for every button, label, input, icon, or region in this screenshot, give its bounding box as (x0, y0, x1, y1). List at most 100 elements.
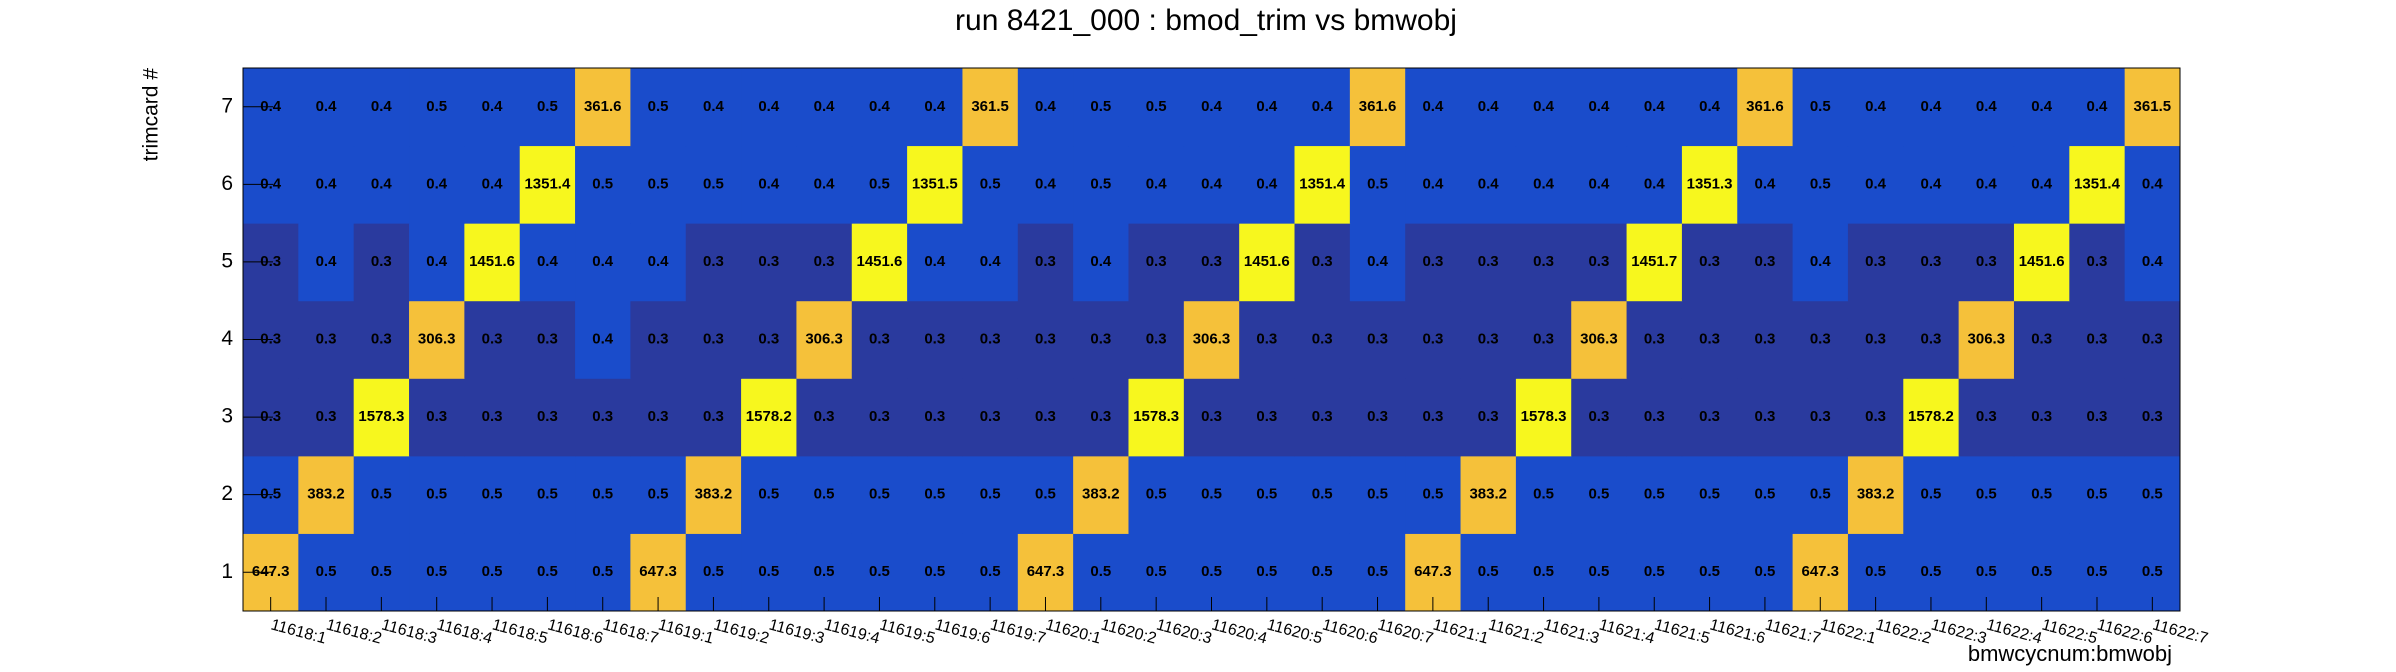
heatmap-cell (741, 378, 797, 457)
cell-label: 361.6 (1359, 98, 1397, 115)
cell-label: 0.5 (980, 563, 1001, 580)
cell-label: 0.5 (1312, 486, 1333, 503)
cell-label: 0.4 (1644, 98, 1666, 115)
y-tick-label: 2 (221, 482, 233, 505)
x-tick-label: 11622:2 (1874, 616, 1933, 647)
cell-label: 647.3 (1414, 563, 1452, 580)
heatmap-cell (1958, 68, 2015, 147)
heatmap-cell (1792, 223, 1849, 302)
heatmap-cell (1017, 145, 1074, 224)
cell-label: 1451.6 (1244, 253, 1290, 270)
heatmap-cell (1737, 223, 1794, 302)
heatmap-cell (630, 300, 687, 379)
heatmap-cell (2013, 68, 2070, 147)
cell-label: 0.4 (869, 98, 891, 115)
cell-label: 0.3 (1090, 330, 1111, 347)
heatmap-cell (1737, 68, 1794, 147)
heatmap-cell (796, 223, 853, 302)
heatmap-cell (1405, 145, 1462, 224)
cell-label: 0.5 (371, 563, 392, 580)
x-tick-label: 11622:1 (1819, 616, 1878, 647)
cell-label: 0.3 (1422, 408, 1443, 425)
x-tick-label: 11621:7 (1763, 616, 1822, 647)
cell-label: 0.4 (1865, 175, 1887, 192)
heatmap-cell (1405, 68, 1462, 147)
heatmap-cell (2069, 300, 2126, 379)
cell-label: 0.4 (1312, 98, 1334, 115)
heatmap-cell (1017, 223, 1074, 302)
cell-label: 306.3 (805, 330, 843, 347)
heatmap-cell (1515, 455, 1572, 534)
heatmap-cell (1460, 300, 1517, 379)
heatmap-cell (1571, 145, 1628, 224)
heatmap-cell (907, 223, 963, 302)
heatmap-cell (851, 145, 908, 224)
heatmap-cell (1903, 145, 1960, 224)
cell-label: 0.3 (1644, 330, 1665, 347)
heatmap-cell (2013, 378, 2070, 457)
cell-label: 0.3 (1478, 253, 1499, 270)
x-tick-label: 11619:4 (822, 616, 881, 647)
heatmap-cell (1681, 68, 1738, 147)
heatmap-cell (907, 455, 963, 534)
heatmap-cell (1405, 300, 1462, 379)
heatmap-cell (1903, 300, 1960, 379)
cell-label: 0.3 (1312, 408, 1333, 425)
heatmap-cell (2124, 145, 2181, 224)
heatmap-cell (1571, 300, 1628, 379)
cell-label: 0.5 (1810, 98, 1831, 115)
cell-label: 0.3 (1256, 408, 1277, 425)
heatmap-cell (1405, 455, 1462, 534)
cell-label: 0.4 (758, 175, 780, 192)
heatmap-cell (353, 68, 410, 147)
cell-label: 0.4 (1754, 175, 1776, 192)
cell-label: 383.2 (307, 486, 345, 503)
cell-label: 0.3 (1865, 330, 1886, 347)
heatmap-cell (1183, 145, 1240, 224)
heatmap-cell (1626, 68, 1683, 147)
cell-label: 0.5 (1644, 563, 1665, 580)
cell-label: 0.3 (1367, 408, 1388, 425)
heatmap-cell (1073, 455, 1129, 534)
cell-label: 0.3 (758, 253, 779, 270)
cell-label: 0.4 (1865, 98, 1887, 115)
cell-label: 0.3 (1588, 408, 1609, 425)
cell-label: 0.3 (1035, 253, 1056, 270)
cell-label: 0.3 (1533, 253, 1554, 270)
x-tick-label: 11620:1 (1044, 616, 1103, 647)
heatmap-cell (409, 68, 465, 147)
heatmap-cell (1239, 378, 1296, 457)
cell-label: 0.5 (426, 563, 447, 580)
heatmap-cell (796, 378, 853, 457)
cell-label: 0.5 (648, 98, 669, 115)
heatmap-cell (2124, 300, 2181, 379)
cell-label: 0.4 (1699, 98, 1721, 115)
heatmap-cell (630, 145, 687, 224)
cell-label: 0.3 (1478, 408, 1499, 425)
cell-label: 0.3 (980, 330, 1001, 347)
cell-label: 0.3 (703, 253, 724, 270)
x-tick-label: 11620:5 (1265, 616, 1324, 647)
cell-label: 0.5 (482, 486, 503, 503)
heatmap-cell (1737, 145, 1794, 224)
heatmap-cell (851, 455, 908, 534)
heatmap-cell (630, 455, 687, 534)
heatmap-cell (962, 223, 1019, 302)
cell-label: 0.4 (1256, 98, 1278, 115)
cell-label: 0.5 (1422, 486, 1443, 503)
cell-label: 0.3 (1921, 330, 1942, 347)
cell-label: 0.3 (260, 330, 281, 347)
x-tick-label: 11619:5 (878, 616, 937, 647)
cell-label: 361.5 (2134, 98, 2172, 115)
heatmap-cell (630, 68, 687, 147)
heatmap-cell (741, 223, 797, 302)
heatmap-cell (464, 378, 521, 457)
y-tick-label: 4 (221, 327, 233, 350)
heatmap-cell (1128, 223, 1185, 302)
cell-label: 0.4 (316, 253, 338, 270)
cell-label: 0.5 (1090, 98, 1111, 115)
cell-label: 0.3 (1754, 330, 1775, 347)
heatmap-cell (1681, 145, 1738, 224)
x-tick-label: 11620:7 (1376, 616, 1435, 647)
heatmap-cell (1349, 378, 1406, 457)
